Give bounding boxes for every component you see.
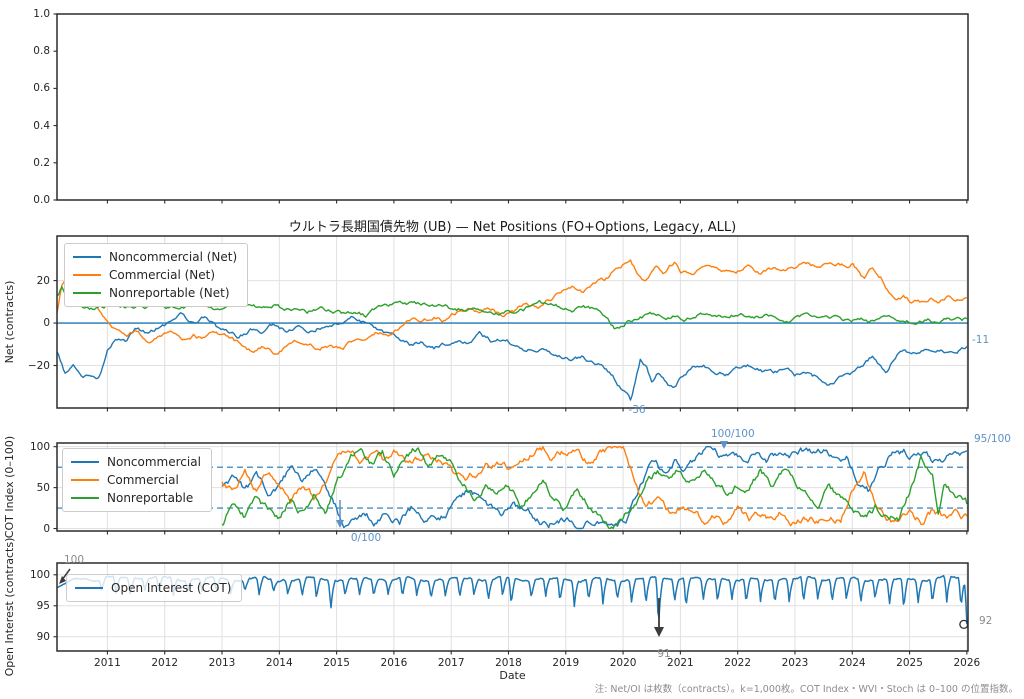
legend-item: Noncommercial (71, 455, 201, 469)
annotation--36: -36 (628, 404, 646, 416)
x-tick-label: 2014 (265, 657, 293, 669)
y-tick-label: 20 (36, 274, 50, 287)
x-tick-label: 2020 (609, 657, 637, 669)
x-tick-label: 2013 (208, 657, 236, 669)
annotation-92: 92 (979, 615, 993, 627)
legend-label: Open Interest (COT) (111, 581, 232, 595)
legend-item: Nonreportable (Net) (73, 286, 237, 300)
legend-line-swatch (73, 274, 101, 276)
y-tick-label: 0 (43, 317, 50, 330)
x-tick-label: 2023 (781, 657, 809, 669)
x-tick-label: 2012 (151, 657, 179, 669)
legend-label: Noncommercial (Net) (109, 250, 238, 264)
y-tick-label: 0 (43, 522, 50, 535)
y-tick-label: 0.4 (33, 119, 50, 132)
x-tick-label: 2015 (323, 657, 350, 669)
legend-item: Open Interest (COT) (75, 581, 231, 595)
legend-label: Noncommercial (107, 455, 201, 469)
annotation-95-100: 95/100 (974, 433, 1011, 445)
legend-cot-index: Noncommercial Commercial Nonreportable (62, 448, 212, 512)
y-tick-label: 100 (29, 440, 50, 453)
footnote: 注: Net/OI は枚数（contracts）。k=1,000枚。COT In… (594, 684, 1018, 695)
x-tick-label: 2026 (953, 657, 981, 669)
legend-open-interest: Open Interest (COT) (66, 574, 243, 602)
annotation-91: 91 (657, 648, 671, 660)
legend-label: Nonreportable (Net) (109, 286, 230, 300)
x-tick-label: 2025 (896, 657, 923, 669)
annotation-100: 100 (63, 554, 85, 566)
x-tick-label: 2017 (437, 657, 465, 669)
x-tick-label: 2022 (724, 657, 752, 669)
y-tick-label: 95 (36, 599, 50, 612)
legend-line-swatch (71, 479, 99, 481)
legend-item: Nonreportable (71, 491, 201, 505)
legend-label: Nonreportable (107, 491, 194, 505)
y-tick-label: 90 (36, 630, 50, 643)
y-tick-label: 0.8 (33, 45, 50, 58)
x-tick-label: 2021 (667, 657, 694, 669)
legend-item: Commercial (Net) (73, 268, 237, 282)
y-tick-label: −20 (27, 359, 50, 372)
annotation-0-100: 0/100 (350, 532, 382, 544)
legend-line-swatch (75, 587, 103, 589)
x-tick-label: 2019 (552, 657, 580, 669)
x-tick-label: 2018 (495, 657, 522, 669)
legend-item: Noncommercial (Net) (73, 250, 237, 264)
legend-item: Commercial (71, 473, 201, 487)
y-tick-label: 50 (36, 481, 50, 494)
y-tick-label: 0.6 (33, 82, 50, 95)
legend-label: Commercial (Net) (109, 268, 216, 282)
ylabel-open-interest: Open Interest (contracts) (3, 537, 16, 677)
y-tick-label: 0.2 (33, 156, 50, 169)
legend-line-swatch (73, 292, 101, 294)
y-tick-label: 0.0 (33, 194, 50, 206)
xlabel-date: Date (499, 669, 526, 682)
x-tick-label: 2024 (838, 657, 866, 669)
x-tick-label: 2016 (380, 657, 408, 669)
y-tick-label: 1.0 (33, 8, 50, 20)
chart-title: ウルトラ長期国債先物 (UB) — Net Positions (FO+Opti… (288, 220, 737, 235)
annotation--11: -11 (972, 334, 990, 346)
legend-line-swatch (71, 497, 99, 499)
y-tick-label: 100 (29, 568, 50, 581)
x-tick-label: 2011 (94, 657, 121, 669)
legend-label: Commercial (107, 473, 179, 487)
legend-net-positions: Noncommercial (Net) Commercial (Net) Nonre… (64, 243, 249, 307)
legend-line-swatch (73, 256, 101, 258)
legend-line-swatch (71, 461, 99, 463)
annotation-100-100: 100/100 (711, 428, 755, 440)
